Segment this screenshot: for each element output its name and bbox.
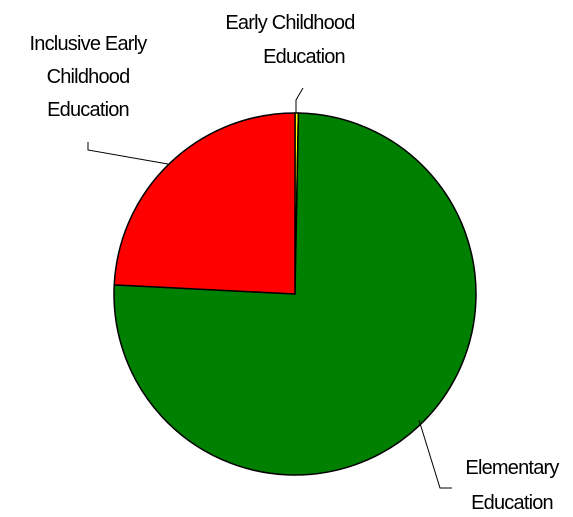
pie-slices <box>113 112 477 476</box>
leader-line-inclusive-early-childhood-education <box>87 142 169 165</box>
slice-label-elementary-education-line-2: Education <box>471 492 553 514</box>
slice-label-elementary-education-line-1: Elementary <box>465 457 559 479</box>
slice-label-early-childhood-education-line-1: Early Childhood <box>225 12 354 34</box>
slice-label-early-childhood-education-line-2: Education <box>263 46 345 68</box>
slice-labels: Elementary Education Inclusive Early Childh… <box>30 12 561 514</box>
slice-label-inclusive-early-childhood-education-line-2: Childhood <box>47 66 130 88</box>
leader-lines <box>87 87 452 489</box>
leader-line-early-childhood-education <box>295 87 304 113</box>
pie-slice-inclusive-early-childhood-education <box>113 112 296 295</box>
leader-line-elementary-education <box>418 419 452 489</box>
slice-label-inclusive-early-childhood-education-line-1: Inclusive Early <box>30 33 148 55</box>
slice-label-inclusive-early-childhood-education-line-3: Education <box>47 99 129 121</box>
